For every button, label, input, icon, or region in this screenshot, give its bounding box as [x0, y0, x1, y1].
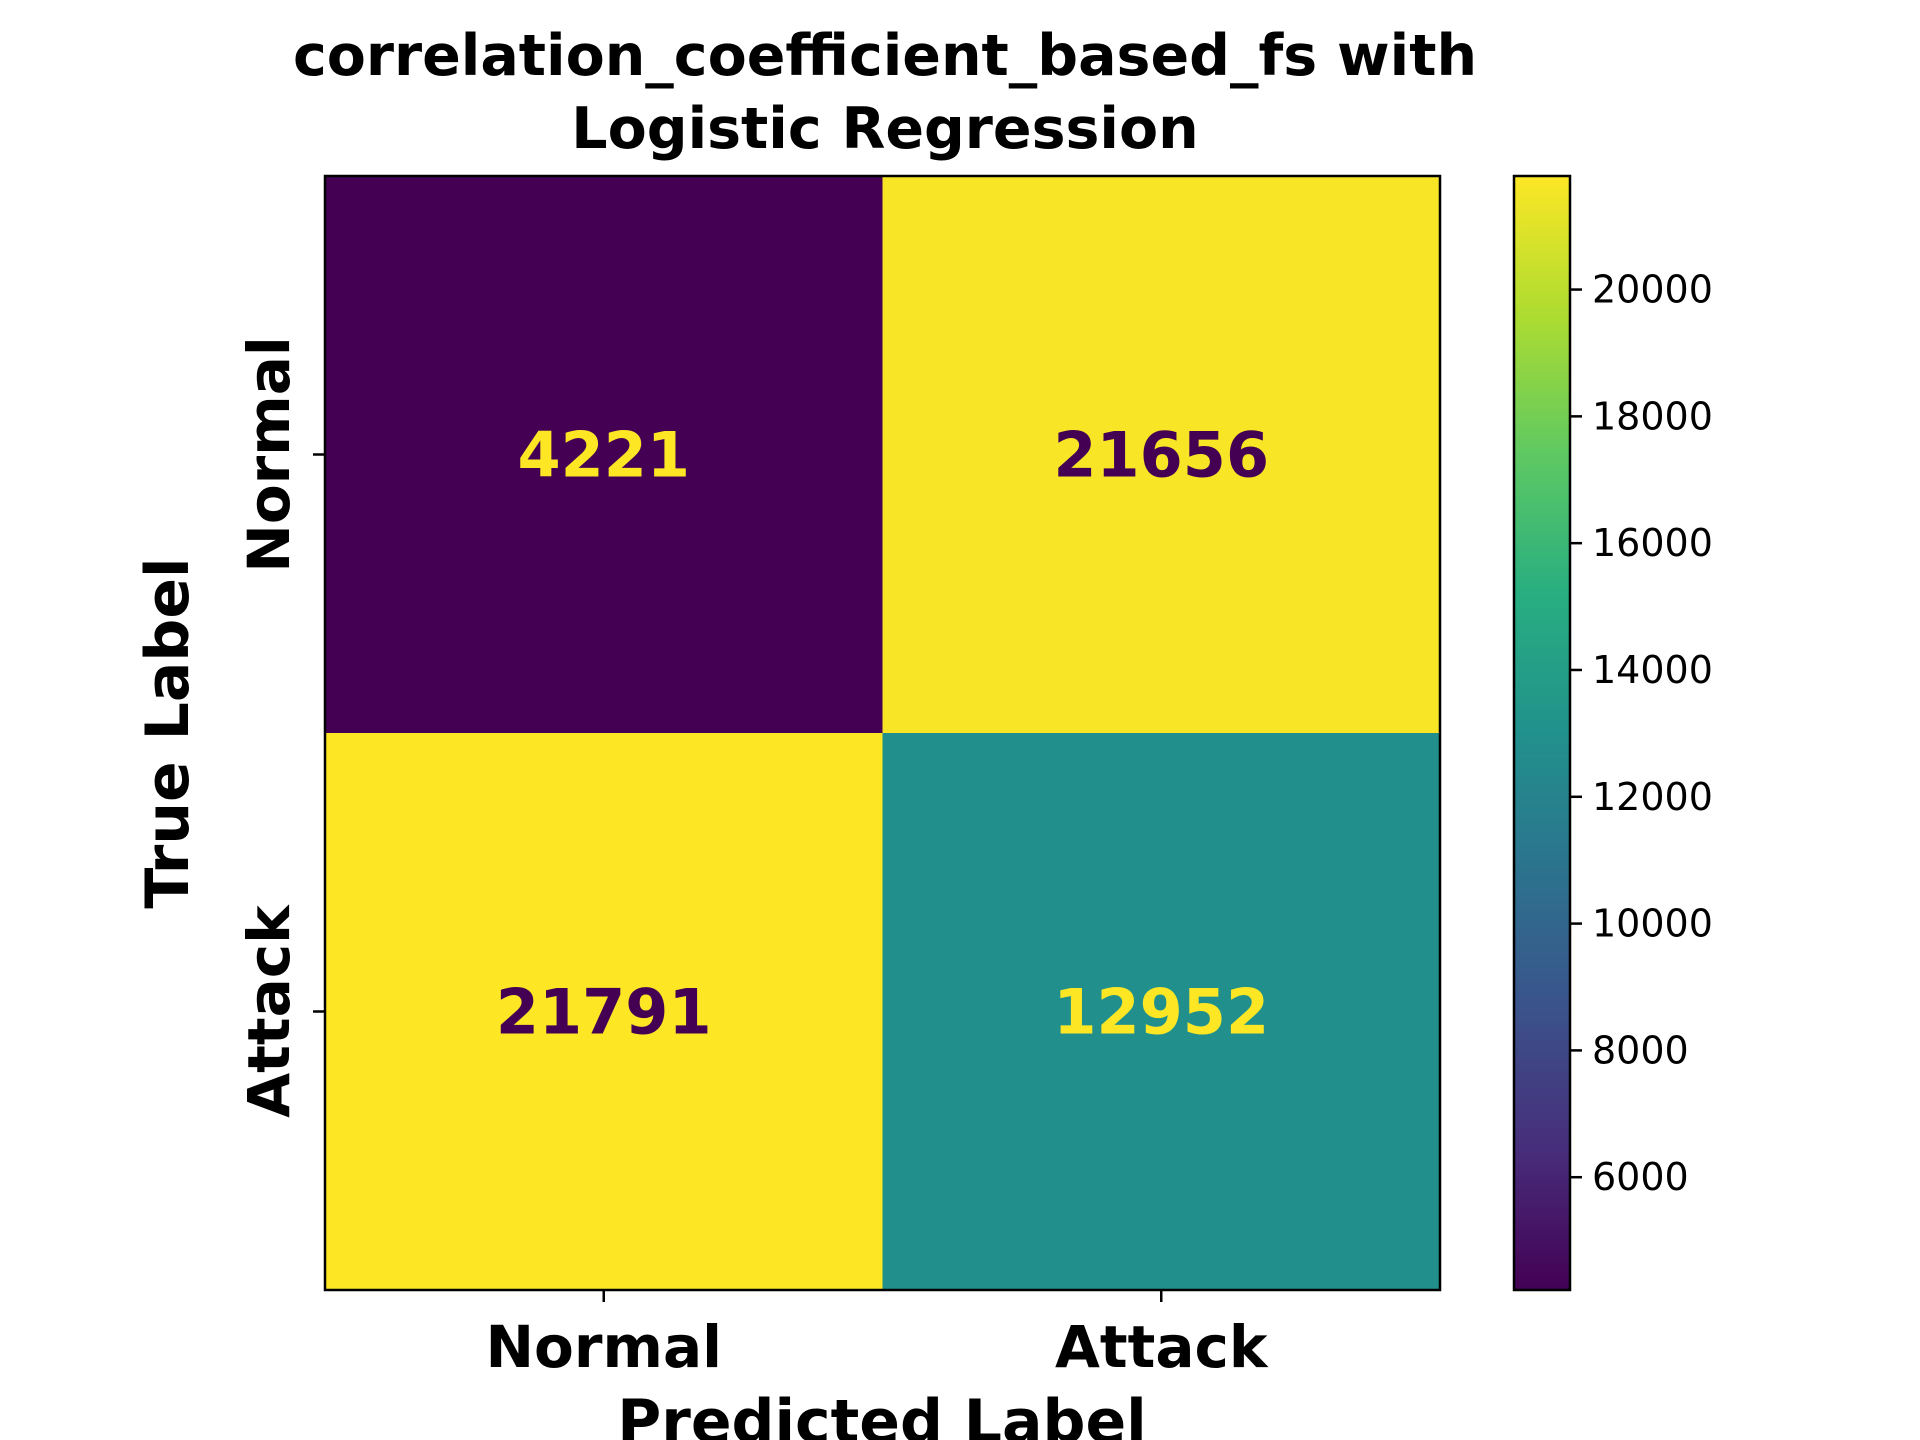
x-axis-ticks: Normal Attack: [486, 1290, 1269, 1381]
x-axis-label: Predicted Label: [617, 1387, 1146, 1440]
y-tick-label: Normal: [235, 336, 303, 572]
x-tick-label: Normal: [486, 1313, 722, 1381]
heatmap-cell: [325, 176, 883, 734]
x-tick-label: Attack: [1055, 1313, 1269, 1381]
cell-value-label: 4221: [517, 419, 690, 492]
colorbar-tick-label: 10000: [1592, 902, 1713, 946]
heatmap-cell: [882, 176, 1441, 734]
chart-title-line-1: correlation_coefficient_based_fs with: [293, 23, 1477, 89]
colorbar-tick-label: 14000: [1592, 648, 1713, 692]
heatmap-cell: [882, 733, 1441, 1291]
colorbar-ticks: 6000 8000 10000 12000 14000 16000 18000 20000: [1570, 268, 1713, 1199]
y-axis-ticks: Normal Attack: [235, 336, 325, 1118]
colorbar-tick-label: 6000: [1592, 1155, 1689, 1199]
colorbar-tick-label: 12000: [1592, 775, 1713, 819]
cell-value-label: 21791: [496, 976, 712, 1049]
y-axis-label: True Label: [133, 557, 203, 908]
colorbar: [1512, 174, 1572, 1292]
plot-frame: [323, 174, 1442, 1292]
cell-value-label: 21656: [1053, 419, 1269, 492]
heatmap-cell: [325, 733, 883, 1291]
heatmap-cells: 4221 21656 21791 12952: [325, 176, 1441, 1291]
y-tick-label: Attack: [235, 904, 303, 1118]
colorbar-tick-label: 16000: [1592, 521, 1713, 565]
chart-title-line-2: Logistic Regression: [571, 96, 1198, 162]
colorbar-tick-label: 20000: [1592, 268, 1713, 312]
cell-value-label: 12952: [1053, 976, 1269, 1049]
colorbar-tick-label: 8000: [1592, 1028, 1689, 1072]
colorbar-tick-label: 18000: [1592, 394, 1713, 438]
